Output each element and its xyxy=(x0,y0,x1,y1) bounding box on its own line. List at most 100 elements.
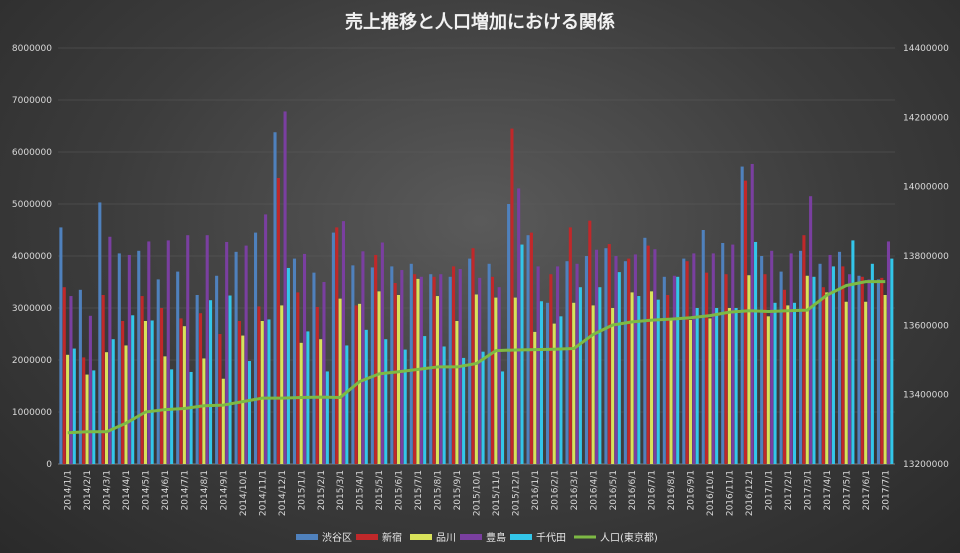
bar-渋谷区-2016/2/1 xyxy=(545,302,550,464)
x-tick-label: 2017/5/1 xyxy=(842,470,852,510)
bar-品川-2016/11/1 xyxy=(727,308,731,464)
x-tick-label: 2016/8/1 xyxy=(667,470,677,510)
bar-渋谷区-2015/1/1 xyxy=(292,258,297,464)
bar-千代田-2014/11/1 xyxy=(267,319,271,464)
bar-渋谷区-2015/12/1 xyxy=(507,204,511,464)
bar-品川-2014/12/1 xyxy=(280,305,284,464)
bar-新宿-2016/5/1 xyxy=(607,244,611,464)
bar-渋谷区-2015/6/1 xyxy=(390,266,394,464)
bar-千代田-2016/4/1 xyxy=(598,287,602,464)
bar-豊島-2015/5/1 xyxy=(380,242,384,464)
bar-渋谷区-2014/9/1 xyxy=(215,275,219,464)
bar-渋谷区-2017/5/1 xyxy=(837,251,842,464)
bar-豊島-2017/2/1 xyxy=(789,253,793,464)
bar-千代田-2014/7/1 xyxy=(189,371,193,464)
bar-新宿-2015/10/1 xyxy=(471,248,475,464)
x-tick-label: 2016/12/1 xyxy=(745,470,755,516)
bar-渋谷区-2017/1/1 xyxy=(760,256,764,464)
y-left-tick-label: 5000000 xyxy=(12,200,52,210)
bar-新宿-2015/12/1 xyxy=(510,128,514,464)
bar-豊島-2016/1/1 xyxy=(536,266,540,464)
x-tick-label: 2015/11/1 xyxy=(492,470,502,516)
bar-品川-2015/7/1 xyxy=(416,278,420,464)
x-tick-label: 2016/2/1 xyxy=(550,470,560,510)
bar-千代田-2014/2/1 xyxy=(92,370,96,464)
bar-渋谷区-2014/10/1 xyxy=(234,251,238,464)
legend-label-渋谷区: 渋谷区 xyxy=(322,531,352,544)
bar-豊島-2015/1/1 xyxy=(302,253,307,464)
x-tick-label: 2014/6/1 xyxy=(161,470,171,510)
x-tick-label: 2017/6/1 xyxy=(862,470,872,510)
bar-豊島-2014/10/1 xyxy=(244,245,248,464)
bar-新宿-2014/5/1 xyxy=(140,296,144,464)
bar-豊島-2015/4/1 xyxy=(361,251,365,464)
bar-渋谷区-2014/1/1 xyxy=(59,227,63,464)
bar-豊島-2017/7/1 xyxy=(886,241,891,464)
bar-新宿-2015/8/1 xyxy=(432,276,436,464)
bar-豊島-2015/3/1 xyxy=(341,221,345,464)
bar-新宿-2017/5/1 xyxy=(841,266,845,464)
bar-豊島-2015/10/1 xyxy=(478,277,482,464)
bar-渋谷区-2015/11/1 xyxy=(487,263,491,464)
bar-新宿-2017/2/1 xyxy=(782,289,786,464)
bar-千代田-2015/12/1 xyxy=(520,244,524,464)
bar-千代田-2015/3/1 xyxy=(345,345,349,464)
bar-千代田-2014/5/1 xyxy=(150,320,154,464)
bar-千代田-2015/4/1 xyxy=(364,329,368,464)
bar-品川-2014/10/1 xyxy=(241,335,245,464)
bar-千代田-2015/11/1 xyxy=(500,371,505,464)
bar-千代田-2017/2/1 xyxy=(792,302,797,464)
bar-豊島-2014/1/1 xyxy=(69,296,73,464)
x-tick-label: 2016/7/1 xyxy=(648,470,658,510)
bar-新宿-2016/11/1 xyxy=(724,274,728,464)
legend-label-品川: 品川 xyxy=(436,532,456,544)
bar-千代田-2014/6/1 xyxy=(170,369,174,464)
bar-千代田-2016/8/1 xyxy=(676,276,680,464)
bar-渋谷区-2016/12/1 xyxy=(740,166,744,464)
bar-品川-2016/6/1 xyxy=(630,292,634,464)
bar-千代田-2015/7/1 xyxy=(423,336,427,464)
x-tick-label: 2014/12/1 xyxy=(278,470,288,516)
bar-豊島-2016/9/1 xyxy=(692,253,696,464)
bar-品川-2015/10/1 xyxy=(474,294,478,464)
legend-swatch-豊島 xyxy=(460,534,482,540)
bar-新宿-2014/1/1 xyxy=(62,287,66,464)
bar-豊島-2014/12/1 xyxy=(283,111,287,464)
bar-渋谷区-2016/11/1 xyxy=(721,243,725,464)
bar-新宿-2014/11/1 xyxy=(257,306,261,464)
x-tick-label: 2017/2/1 xyxy=(784,470,794,510)
bar-千代田-2016/5/1 xyxy=(617,272,621,464)
bar-品川-2017/1/1 xyxy=(766,316,770,464)
bar-品川-2014/3/1 xyxy=(104,352,109,464)
bar-品川-2014/7/1 xyxy=(182,326,186,464)
bar-新宿-2014/8/1 xyxy=(198,313,203,464)
x-tick-label: 2014/1/1 xyxy=(64,470,74,510)
x-tick-label: 2015/1/1 xyxy=(297,470,307,510)
bar-豊島-2014/5/1 xyxy=(147,241,151,464)
bar-渋谷区-2015/2/1 xyxy=(312,272,316,464)
bar-新宿-2016/2/1 xyxy=(549,274,553,464)
x-tick-label: 2014/10/1 xyxy=(239,470,249,516)
bar-豊島-2014/11/1 xyxy=(264,214,268,464)
legend-label-新宿: 新宿 xyxy=(382,531,402,544)
y-right-tick-label: 13200000 xyxy=(903,460,949,470)
bar-豊島-2016/4/1 xyxy=(594,249,599,464)
bar-品川-2017/3/1 xyxy=(805,275,809,464)
y-left-tick-label: 0 xyxy=(46,460,52,470)
bar-千代田-2017/3/1 xyxy=(812,276,816,464)
bar-千代田-2015/5/1 xyxy=(384,339,388,464)
bar-渋谷区-2016/6/1 xyxy=(623,261,627,464)
bar-千代田-2016/11/1 xyxy=(734,308,738,464)
x-tick-label: 2014/3/1 xyxy=(103,470,113,510)
y-right-tick-label: 14400000 xyxy=(903,44,949,54)
x-tick-label: 2015/4/1 xyxy=(356,470,366,510)
bar-新宿-2015/9/1 xyxy=(452,266,456,464)
bar-千代田-2017/6/1 xyxy=(870,263,874,464)
x-tick-label: 2015/8/1 xyxy=(434,470,444,510)
x-tick-label: 2016/6/1 xyxy=(628,470,638,510)
bar-品川-2016/8/1 xyxy=(669,319,673,464)
legend-swatch-新宿 xyxy=(356,534,378,540)
bar-品川-2015/6/1 xyxy=(396,295,401,464)
bar-豊島-2016/2/1 xyxy=(556,266,560,464)
